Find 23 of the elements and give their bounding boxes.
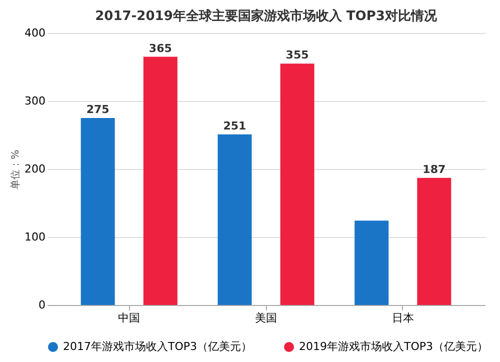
bar [143,56,178,305]
y-tick-label: 100 [24,230,46,244]
bar [80,118,115,305]
chart-title: 2017-2019年全球主要国家游戏市场收入 TOP3对比情况 [95,8,438,24]
y-tick-label: 300 [24,94,46,108]
data-label: 251 [223,119,246,132]
y-axis-title: 单位：% [10,150,22,190]
data-label: 355 [286,48,309,62]
bar [354,220,389,305]
legend-label: 2019年游戏市场收入TOP3（亿美元） [299,340,488,353]
y-tick-label: 0 [38,298,46,312]
y-tick-label: 200 [24,162,46,176]
bar [417,178,452,305]
data-label: 365 [148,42,172,55]
data-label: 187 [422,162,446,176]
bar [218,134,252,305]
legend-label: 2017年游戏市场收入TOP3（亿美元） [63,340,252,353]
x-tick-label: 美国 [255,312,277,324]
x-tick-label: 中国 [118,312,140,324]
data-label: 275 [86,103,110,116]
x-tick-label: 日本 [392,312,414,324]
bar [280,64,314,305]
y-tick-label: 400 [24,26,46,40]
